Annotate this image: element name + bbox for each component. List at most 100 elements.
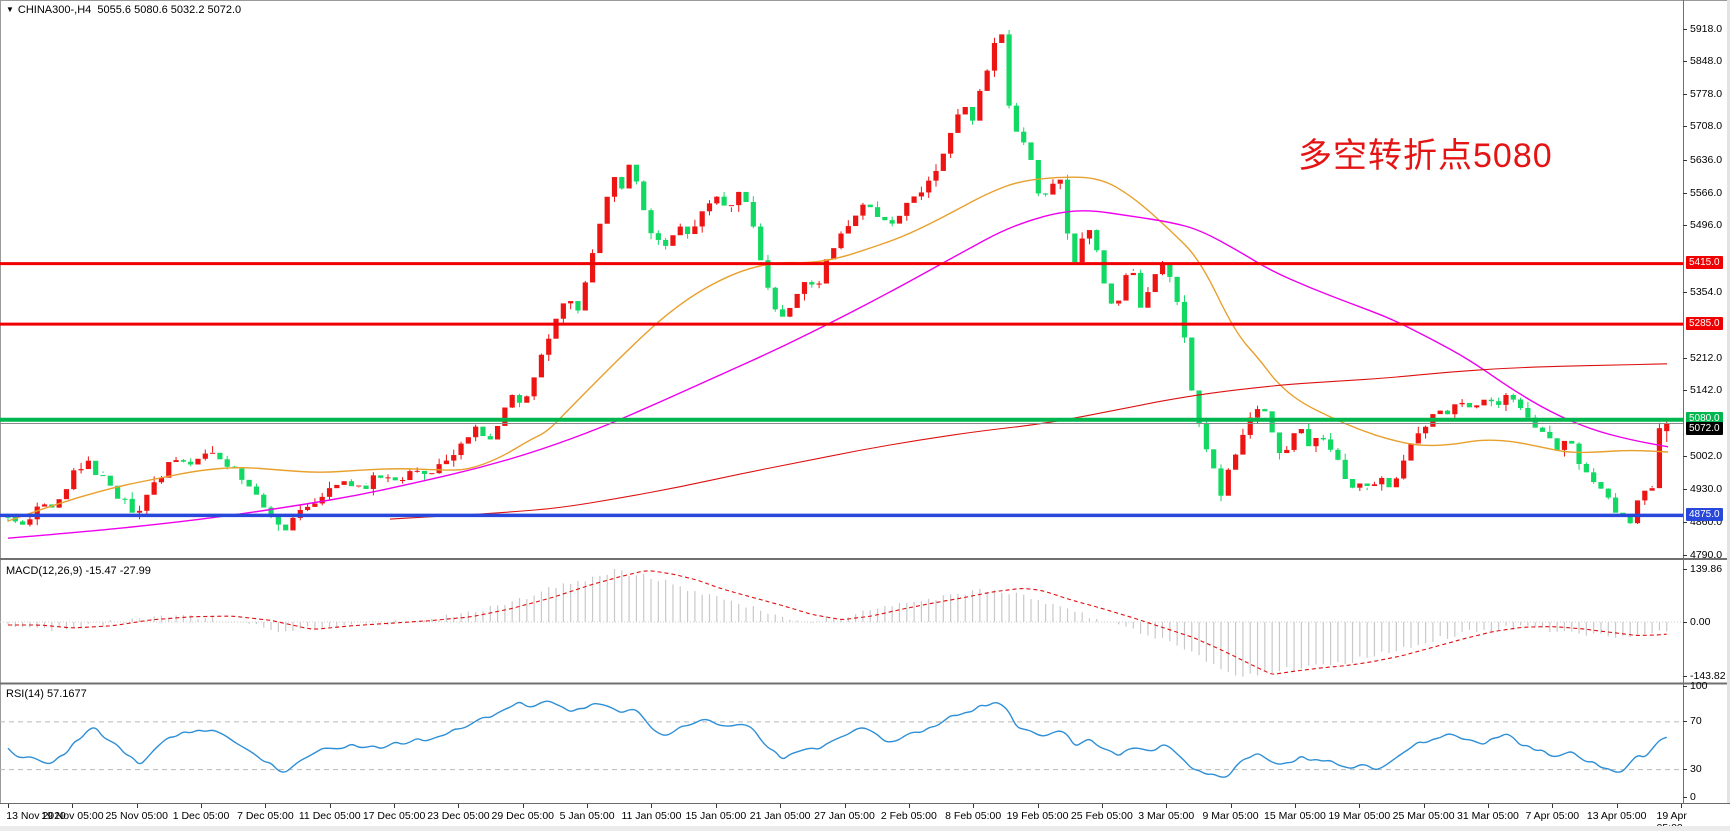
price-tick-5708-tick xyxy=(1683,126,1687,127)
time-label: 15 Mar 05:00 xyxy=(1263,810,1326,822)
time-label: 25 Feb 05:00 xyxy=(1070,810,1133,822)
rsi-tick-70: 70 xyxy=(1690,715,1702,727)
time-tick xyxy=(908,804,910,808)
price-tick-4790: 4790.0 xyxy=(1690,549,1723,561)
time-tick xyxy=(1616,804,1618,808)
time-tick xyxy=(1552,804,1554,808)
time-label: 13 Apr 05:00 xyxy=(1586,810,1647,822)
price-tick-5354: 5354.0 xyxy=(1690,286,1723,298)
time-label: 25 Nov 05:00 xyxy=(105,810,168,822)
time-tick xyxy=(394,804,396,808)
time-label: 11 Dec 05:00 xyxy=(298,810,361,822)
time-label: 17 Dec 05:00 xyxy=(362,810,426,822)
time-label: 27 Jan 05:00 xyxy=(814,810,875,822)
price-tick-5142: 5142.0 xyxy=(1690,384,1723,396)
time-tick xyxy=(329,804,331,808)
price-tick-5636-tick xyxy=(1683,160,1687,161)
time-label: 23 Dec 05:00 xyxy=(427,810,490,822)
price-tick-5496-tick xyxy=(1683,225,1687,226)
time-label: 7 Apr 05:00 xyxy=(1525,810,1580,822)
time-tick xyxy=(1166,804,1168,808)
rsi-tick-100: 100 xyxy=(1690,680,1708,692)
time-label: 8 Feb 05:00 xyxy=(945,810,1002,822)
time-label: 1 Dec 05:00 xyxy=(172,810,230,822)
price-tick-5636: 5636.0 xyxy=(1690,154,1723,166)
rsi-tick-30-tick xyxy=(1683,769,1687,770)
time-tick xyxy=(1681,804,1682,808)
time-label: 21 Jan 05:00 xyxy=(749,810,811,822)
price-tick-5778: 5778.0 xyxy=(1690,88,1723,100)
price-tick-5848-tick xyxy=(1683,61,1687,62)
price-badge-5415.0: 5415.0 xyxy=(1686,256,1723,269)
macd-indicator-label: MACD(12,26,9) -15.47 -27.99 xyxy=(6,565,151,577)
time-tick xyxy=(715,804,717,808)
price-badge-4875.0: 4875.0 xyxy=(1686,508,1723,521)
candles-layer[interactable] xyxy=(5,29,1670,531)
macd-tick--143.82-tick xyxy=(1683,676,1687,677)
time-label: 11 Jan 05:00 xyxy=(621,810,682,822)
time-tick xyxy=(1423,804,1425,808)
time-label: 19 Mar 05:00 xyxy=(1328,810,1391,822)
time-tick xyxy=(587,804,589,808)
time-tick xyxy=(8,804,9,808)
rsi-name: RSI(14) xyxy=(6,688,44,700)
macd-name: MACD(12,26,9) xyxy=(6,565,83,577)
time-label: 7 Dec 05:00 xyxy=(237,810,294,822)
time-tick xyxy=(201,804,203,808)
price-tick-5848: 5848.0 xyxy=(1690,55,1723,67)
rsi-tick-0-tick xyxy=(1683,797,1687,798)
rsi-tick-70-tick xyxy=(1683,721,1687,722)
price-tick-5142-tick xyxy=(1683,390,1687,391)
time-tick xyxy=(72,804,74,808)
price-tick-5354-tick xyxy=(1683,292,1687,293)
rsi-tick-0: 0 xyxy=(1690,791,1696,803)
macd-pane xyxy=(0,569,1683,677)
rsi-line xyxy=(7,700,1667,778)
time-tick xyxy=(265,804,267,808)
macd-tick-139.86-tick xyxy=(1683,569,1687,570)
time-tick xyxy=(973,804,975,808)
time-tick xyxy=(1101,804,1103,808)
ma-slow-red-line xyxy=(389,363,1668,520)
time-label: 29 Dec 05:00 xyxy=(491,810,554,822)
price-badge-5285.0: 5285.0 xyxy=(1686,317,1723,330)
ma-mid-magenta-line xyxy=(7,210,1669,539)
time-tick xyxy=(1037,804,1039,808)
price-badge-5072.0: 5072.0 xyxy=(1686,422,1723,435)
rsi-indicator-label: RSI(14) 57.1677 xyxy=(6,688,87,700)
price-tick-5002: 5002.0 xyxy=(1690,450,1723,462)
macd-signal-line xyxy=(8,570,1667,675)
price-tick-4790-tick xyxy=(1683,555,1687,556)
time-label: 25 Mar 05:00 xyxy=(1392,810,1455,822)
price-tick-5918-tick xyxy=(1683,29,1687,30)
price-tick-4930: 4930.0 xyxy=(1690,483,1723,495)
rsi-value: 57.1677 xyxy=(46,688,87,700)
time-tick xyxy=(780,804,782,808)
time-label: 2 Feb 05:00 xyxy=(880,810,937,822)
price-tick-4860-tick xyxy=(1683,522,1687,523)
time-tick xyxy=(1487,804,1489,808)
price-tick-5566-tick xyxy=(1683,193,1687,194)
rsi-pane xyxy=(0,700,1683,778)
price-axis[interactable]: 5918.0 5848.0 5778.0 5708.0 5636.0 5566.0 5496… xyxy=(1683,0,1730,803)
symbol-title: CHINA300-,H4 xyxy=(17,4,92,16)
time-label: 15 Jan 05:00 xyxy=(685,810,747,822)
price-badge-5080.0: 5080.0 xyxy=(1686,412,1723,425)
rsi-tick-30: 30 xyxy=(1690,763,1702,775)
symbol-header: ▼ CHINA300-,H4 5055.6 5080.6 5032.2 5072.… xyxy=(6,4,241,16)
right-edge-strip xyxy=(1727,0,1730,803)
price-tick-5918: 5918.0 xyxy=(1690,23,1723,35)
bottom-edge-strip xyxy=(0,826,1730,831)
price-tick-5002-tick xyxy=(1683,456,1687,457)
price-tick-5708: 5708.0 xyxy=(1690,120,1723,132)
time-tick xyxy=(1359,804,1361,808)
rsi-tick-100-tick xyxy=(1683,686,1687,687)
chart-annotation[interactable]: 多空转折点5080 xyxy=(1298,137,1553,175)
time-label: 31 Mar 05:00 xyxy=(1457,810,1519,822)
time-tick xyxy=(651,804,653,808)
price-tick-5212: 5212.0 xyxy=(1690,352,1723,364)
macd-tick-0: 0.00 xyxy=(1690,616,1711,628)
time-label: 9 Mar 05:00 xyxy=(1202,810,1259,822)
symbol-dropdown-icon[interactable]: ▼ xyxy=(6,5,14,14)
